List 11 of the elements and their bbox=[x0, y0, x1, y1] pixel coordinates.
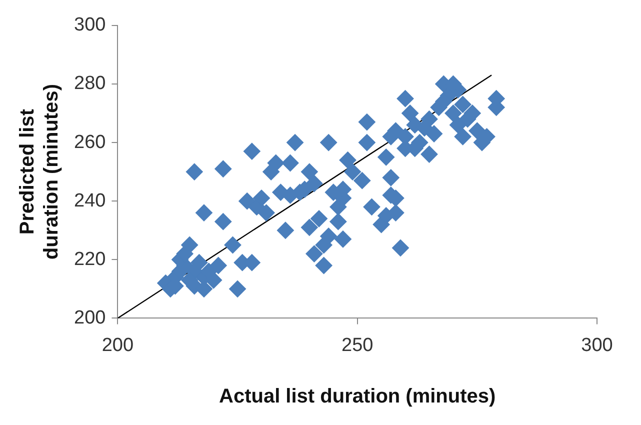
x-axis-title: Actual list duration (minutes) bbox=[219, 386, 496, 408]
x-tick-label: 200 bbox=[102, 334, 134, 356]
y-tick-label: 240 bbox=[74, 190, 106, 212]
y-tick-label: 220 bbox=[74, 248, 106, 270]
y-axis-title: Predicted list duration (minutes) bbox=[16, 84, 63, 260]
y-tick-label: 260 bbox=[74, 132, 106, 153]
y-tick-label: 200 bbox=[74, 307, 106, 328]
x-tick-label: 250 bbox=[342, 334, 374, 356]
y-tick-label: 300 bbox=[74, 14, 106, 36]
y-tick-label: 280 bbox=[74, 73, 106, 94]
x-tick-label: 300 bbox=[581, 334, 613, 356]
